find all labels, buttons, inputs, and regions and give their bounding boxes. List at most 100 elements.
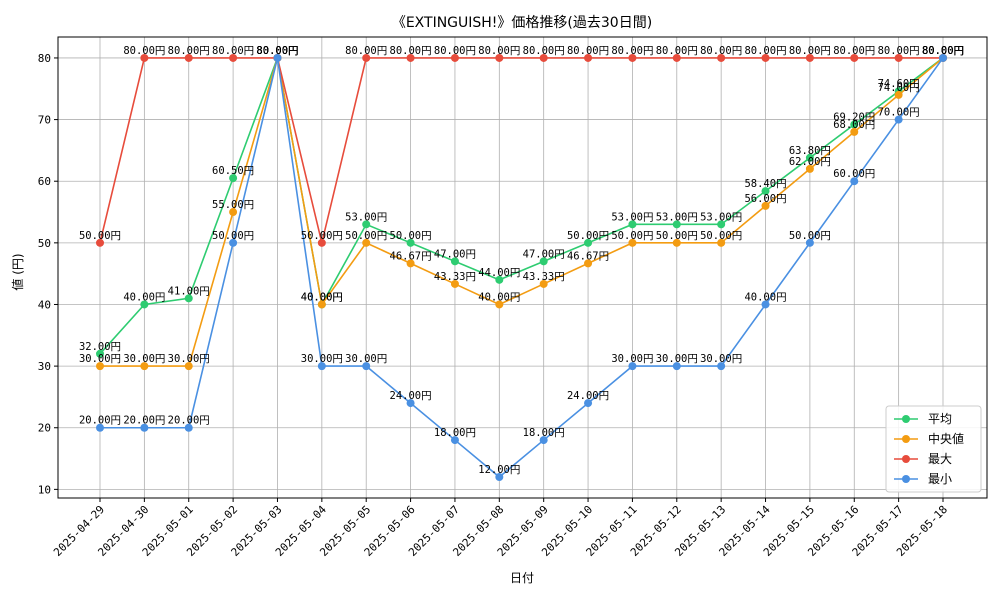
- data-label: 53.00円: [611, 211, 653, 223]
- data-label: 20.00円: [123, 415, 165, 427]
- data-label: 47.00円: [434, 248, 476, 260]
- data-label: 68.00円: [833, 119, 875, 131]
- data-point: [761, 201, 770, 210]
- data-point: [450, 53, 459, 62]
- data-point: [539, 257, 548, 266]
- axes: [57, 36, 988, 499]
- data-label: 12.00円: [478, 464, 520, 476]
- data-point: [584, 238, 593, 247]
- data-label: 50.00円: [656, 230, 698, 242]
- data-point: [672, 238, 681, 247]
- data-label: 50.00円: [611, 230, 653, 242]
- data-label: 18.00円: [434, 427, 476, 439]
- y-tick-label: 40: [38, 298, 51, 311]
- series-line: [100, 57, 944, 367]
- data-point: [140, 53, 149, 62]
- data-label: 24.00円: [567, 390, 609, 402]
- data-label: 80.00円: [434, 45, 476, 57]
- data-point: [362, 220, 371, 229]
- data-point: [584, 53, 593, 62]
- data-point: [628, 238, 637, 247]
- data-label: 53.00円: [345, 211, 387, 223]
- legend-label: 平均: [928, 412, 952, 426]
- data-label: 40.00円: [301, 291, 343, 303]
- data-label: 18.00円: [523, 427, 565, 439]
- plot-frame: [57, 36, 988, 499]
- data-point: [805, 53, 814, 62]
- data-label: 43.33円: [434, 271, 476, 283]
- y-tick-label: 50: [38, 237, 51, 250]
- chart-title: 《EXTINGUISH!》価格推移(過去30日間): [392, 15, 652, 31]
- data-label: 80.00円: [567, 45, 609, 57]
- data-labels: 32.00円40.00円41.00円60.50円80.00円40.00円53.0…: [79, 45, 964, 476]
- data-point: [850, 53, 859, 62]
- data-point: [850, 127, 859, 136]
- data-label: 80.00円: [212, 45, 254, 57]
- data-label: 44.00円: [478, 267, 520, 279]
- data-label: 55.00円: [212, 199, 254, 211]
- data-point: [584, 259, 593, 268]
- data-label: 30.00円: [700, 353, 742, 365]
- data-label: 40.00円: [744, 291, 786, 303]
- data-label: 30.00円: [656, 353, 698, 365]
- data-label: 80.00円: [833, 45, 875, 57]
- data-label: 56.00円: [744, 193, 786, 205]
- data-point: [495, 275, 504, 284]
- data-point: [761, 187, 770, 196]
- data-label: 30.00円: [79, 353, 121, 365]
- data-point: [229, 53, 238, 62]
- data-label: 80.00円: [700, 45, 742, 57]
- data-point: [229, 174, 238, 183]
- data-label: 69.20円: [833, 112, 875, 124]
- data-label: 50.00円: [789, 230, 831, 242]
- data-point: [761, 300, 770, 309]
- data-point: [406, 238, 415, 247]
- data-point: [450, 257, 459, 266]
- data-label: 46.67円: [390, 250, 432, 262]
- data-label: 30.00円: [123, 353, 165, 365]
- data-label: 30.00円: [345, 353, 387, 365]
- data-point: [717, 238, 726, 247]
- series-line: [100, 57, 944, 479]
- data-label: 58.40円: [744, 178, 786, 190]
- legend-swatch-marker: [902, 435, 910, 443]
- data-point: [539, 53, 548, 62]
- data-label: 53.00円: [656, 211, 698, 223]
- data-label: 80.00円: [922, 45, 964, 57]
- data-label: 41.00円: [168, 285, 210, 297]
- data-point: [672, 53, 681, 62]
- data-label: 80.00円: [922, 45, 964, 57]
- series-line: [99, 54, 944, 355]
- data-label: 40.00円: [478, 291, 520, 303]
- data-point: [317, 300, 326, 309]
- data-point: [628, 53, 637, 62]
- data-point: [362, 53, 371, 62]
- data-point: [761, 53, 770, 62]
- data-label: 80.00円: [478, 45, 520, 57]
- data-label: 80.00円: [922, 45, 964, 57]
- data-label: 80.00円: [345, 45, 387, 57]
- data-label: 60.50円: [212, 165, 254, 177]
- data-label: 80.00円: [744, 45, 786, 57]
- legend-swatch-marker: [902, 455, 910, 463]
- data-label: 80.00円: [123, 45, 165, 57]
- data-label: 40.00円: [123, 291, 165, 303]
- data-point: [495, 300, 504, 309]
- data-point: [450, 436, 459, 445]
- legend-label: 中央値: [928, 431, 964, 446]
- x-axis-label: 日付: [510, 571, 534, 585]
- data-point: [939, 53, 947, 62]
- data-label: 74.60円: [878, 78, 920, 90]
- legend-label: 最大: [928, 452, 952, 466]
- data-point: [273, 53, 282, 62]
- data-point: [805, 153, 814, 162]
- data-label: 50.00円: [212, 230, 254, 242]
- data-point: [450, 279, 459, 288]
- data-point: [539, 436, 548, 445]
- data-point: [850, 177, 859, 186]
- data-label: 24.00円: [390, 390, 432, 402]
- data-label: 74.00円: [878, 82, 920, 94]
- data-label: 50.00円: [390, 230, 432, 242]
